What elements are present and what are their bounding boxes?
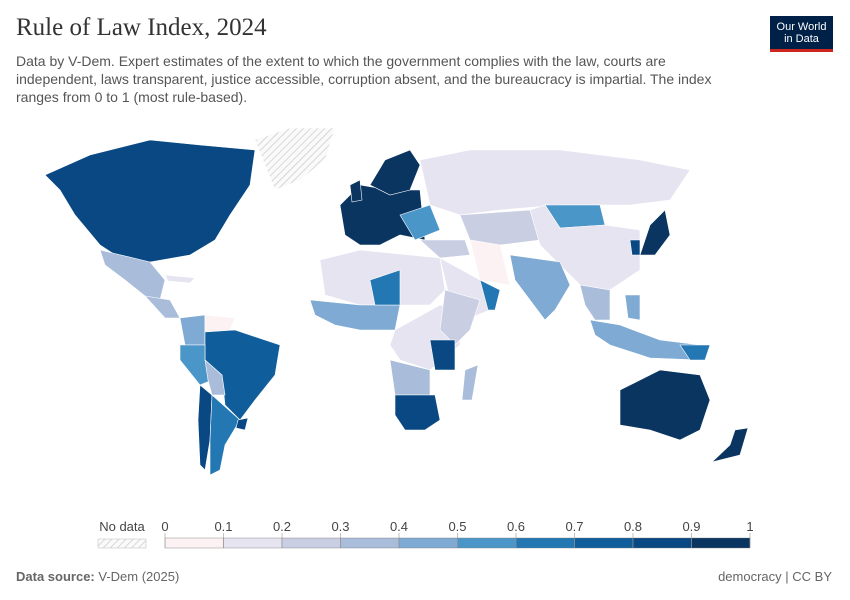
legend-swatch (632, 537, 692, 549)
legend-swatch (281, 537, 341, 549)
country[interactable] (349, 179, 363, 203)
legend: 0 0.1 0.2 0.3 0.4 0.5 0.6 0.7 0.8 0.9 1 (161, 519, 754, 549)
legend-tick-label: 0 (161, 519, 168, 534)
country[interactable] (619, 369, 711, 441)
country[interactable] (639, 209, 671, 256)
country[interactable] (394, 394, 441, 431)
country[interactable] (679, 344, 711, 361)
legend-swatch (340, 537, 400, 549)
legend-swatch (515, 537, 575, 549)
country[interactable] (179, 314, 206, 346)
country[interactable] (469, 239, 511, 286)
legend-tick-label: 0.3 (331, 519, 349, 534)
title: Rule of Law Index, 2024 (16, 14, 267, 41)
country[interactable] (44, 139, 256, 263)
country[interactable] (529, 204, 641, 291)
legend-tick-label: 0.1 (214, 519, 232, 534)
legend-tick-label: 0.4 (390, 519, 408, 534)
logo[interactable]: Our World in Data (770, 16, 833, 52)
legend-swatch (574, 537, 634, 549)
legend-tick-label: 0.8 (624, 519, 642, 534)
country[interactable] (624, 294, 641, 321)
country[interactable] (235, 417, 249, 431)
subtitle: Data by V-Dem. Expert estimates of the e… (16, 53, 712, 105)
legend-tick-label: 1 (746, 519, 753, 534)
legend-tick-label: 0.2 (273, 519, 291, 534)
legend-swatch (164, 537, 224, 549)
country[interactable] (369, 269, 401, 306)
logo-line: in Data (784, 33, 819, 45)
country[interactable] (459, 209, 541, 246)
source: Data source: V-Dem (2025) (16, 569, 179, 584)
legend-tick-label: 0.5 (448, 519, 466, 534)
country[interactable] (509, 254, 571, 321)
country[interactable] (589, 319, 701, 361)
no-data-label: No data (99, 519, 145, 534)
source-text: V-Dem (2025) (98, 569, 180, 584)
country[interactable] (710, 427, 749, 463)
legend-swatch (691, 537, 751, 549)
country[interactable] (369, 149, 421, 196)
nodata-region (254, 127, 336, 191)
map (44, 127, 749, 476)
country[interactable] (399, 204, 441, 241)
legend-swatch (223, 537, 283, 549)
no-data-swatch (97, 538, 147, 549)
country[interactable] (144, 295, 181, 319)
legend-tick-label: 0.9 (682, 519, 700, 534)
legend-tick-label: 0.6 (507, 519, 525, 534)
license: democracy | CC BY (718, 569, 832, 584)
legend-tick-label: 0.7 (565, 519, 583, 534)
country[interactable] (439, 289, 481, 346)
source-label: Data source: (16, 569, 95, 584)
country[interactable] (164, 274, 196, 284)
country[interactable] (204, 359, 226, 396)
country[interactable] (419, 239, 471, 259)
country[interactable] (309, 299, 401, 331)
legend-swatch (457, 537, 517, 549)
country[interactable] (629, 239, 641, 256)
country[interactable] (429, 339, 456, 371)
country[interactable] (479, 279, 501, 311)
logo-line: Our World (776, 21, 827, 33)
country[interactable] (579, 284, 611, 321)
legend-swatch (398, 537, 458, 549)
country[interactable] (461, 364, 479, 401)
country[interactable] (419, 149, 691, 216)
